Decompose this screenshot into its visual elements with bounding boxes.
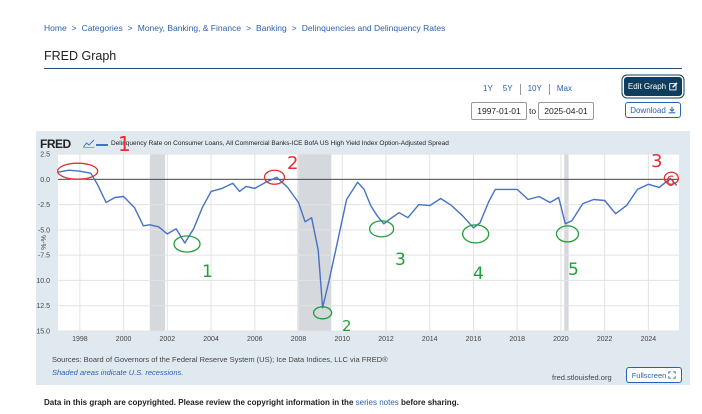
breadcrumb-delinquencies[interactable]: Delinquencies and Delinquency Rates bbox=[301, 23, 446, 33]
end-date-input[interactable] bbox=[538, 102, 594, 120]
x-tick-label: 2010 bbox=[334, 336, 350, 343]
annotation-number: 1 bbox=[118, 132, 131, 156]
y-tick-label: -2.5 bbox=[38, 202, 50, 209]
annotation-number: 2 bbox=[287, 153, 298, 174]
copyright-text: Data in this graph are copyrighted. Plea… bbox=[44, 398, 354, 407]
annotation-number: 3 bbox=[651, 151, 662, 172]
x-tick-label: 2012 bbox=[378, 336, 394, 343]
breadcrumb-separator: > bbox=[127, 23, 133, 33]
range-max[interactable]: Max bbox=[556, 84, 572, 93]
annotation-number: 6 bbox=[666, 174, 675, 190]
y-axis-label: %-% bbox=[41, 235, 48, 250]
x-tick-label: 2008 bbox=[291, 336, 307, 343]
y-tick-label: -10.0 bbox=[36, 278, 50, 285]
x-tick-label: 2006 bbox=[247, 336, 263, 343]
x-tick-label: 2014 bbox=[422, 336, 438, 343]
y-tick-label: 2.5 bbox=[40, 152, 50, 159]
range-5y[interactable]: 5Y bbox=[502, 84, 513, 93]
x-tick-label: 2018 bbox=[509, 336, 525, 343]
x-tick-label: 2022 bbox=[597, 336, 613, 343]
y-tick-label: -7.5 bbox=[38, 253, 50, 260]
download-icon bbox=[668, 106, 675, 114]
sources-note: Sources: Board of Governors of the Feder… bbox=[52, 355, 388, 364]
recession-band bbox=[297, 154, 332, 331]
y-tick-label: -5.0 bbox=[38, 227, 50, 234]
green-annotation-circle bbox=[368, 220, 395, 238]
x-tick-label: 2002 bbox=[160, 336, 176, 343]
breadcrumb-separator: > bbox=[71, 23, 77, 33]
breadcrumb-categories[interactable]: Categories bbox=[81, 23, 123, 33]
annotation-number: 1 bbox=[202, 262, 213, 282]
y-tick-label: -15.0 bbox=[36, 329, 50, 336]
y-tick-label: -12.5 bbox=[36, 303, 50, 310]
edit-graph-label: Edit Graph bbox=[627, 82, 667, 91]
x-tick-label: 2000 bbox=[116, 336, 132, 343]
breadcrumb-home[interactable]: Home bbox=[44, 23, 67, 33]
green-annotation-circle bbox=[461, 224, 490, 244]
x-tick-label: 1998 bbox=[72, 336, 88, 343]
copyright-suffix: before sharing. bbox=[401, 398, 459, 407]
fullscreen-button[interactable]: Fullscreen bbox=[626, 367, 682, 383]
fred-url: fred.stlouisfed.org bbox=[552, 373, 612, 382]
date-range-selector: 1Y 5Y 10Y Max bbox=[478, 84, 577, 95]
page-title: FRED Graph bbox=[44, 49, 117, 63]
x-tick-label: 2016 bbox=[466, 336, 482, 343]
breadcrumb-banking[interactable]: Banking bbox=[256, 23, 287, 33]
y-tick-label: 0.0 bbox=[40, 177, 50, 184]
edit-graph-button[interactable]: Edit Graph bbox=[624, 77, 682, 96]
download-label: Download bbox=[630, 105, 666, 115]
fullscreen-label: Fullscreen bbox=[631, 370, 667, 380]
expand-icon bbox=[668, 371, 676, 379]
breadcrumb-money-banking-finance[interactable]: Money, Banking, & Finance bbox=[137, 23, 242, 33]
fred-logo: FRED bbox=[40, 137, 71, 151]
green-annotation-circle bbox=[173, 235, 201, 253]
red-annotation-circle bbox=[57, 162, 99, 180]
copyright-notice: Data in this graph are copyrighted. Plea… bbox=[44, 398, 459, 407]
to-label: to bbox=[529, 106, 537, 116]
range-divider bbox=[548, 84, 550, 95]
x-tick-label: 2024 bbox=[641, 336, 657, 343]
range-10y[interactable]: 10Y bbox=[527, 84, 542, 93]
legend-label: Delinquency Rate on Consumer Loans, All … bbox=[111, 140, 449, 147]
x-tick-label: 2020 bbox=[553, 336, 569, 343]
chart-panel: FRED Delinquency Rate on Consumer Loans,… bbox=[36, 131, 690, 385]
recession-band bbox=[149, 154, 166, 331]
breadcrumb-separator: > bbox=[246, 23, 252, 33]
annotation-number: 5 bbox=[568, 260, 579, 280]
download-button[interactable]: Download bbox=[625, 102, 681, 118]
red-annotation-circle bbox=[663, 171, 679, 185]
series-line[interactable] bbox=[57, 169, 678, 309]
x-tick-label: 2004 bbox=[203, 336, 219, 343]
line-chart[interactable]: 2.5 0.0 -2.5 -5.0 -7.5 -10.0 -12.5 -15.0 1998 200… bbox=[36, 131, 690, 353]
red-annotation-circle bbox=[263, 169, 286, 185]
range-divider bbox=[519, 84, 521, 95]
annotation-number: 2 bbox=[342, 317, 352, 335]
green-annotation-circle bbox=[312, 306, 333, 320]
green-annotation-circle bbox=[555, 225, 580, 243]
breadcrumb: Home > Categories > Money, Banking, & Financ… bbox=[44, 23, 445, 33]
range-1y[interactable]: 1Y bbox=[483, 84, 493, 93]
annotation-number: 3 bbox=[395, 250, 406, 270]
breadcrumb-separator: > bbox=[291, 23, 297, 33]
line-chart-icon bbox=[83, 139, 95, 148]
start-date-input[interactable] bbox=[471, 102, 527, 120]
legend-swatch bbox=[96, 144, 108, 146]
pencil-square-icon bbox=[669, 82, 678, 91]
recession-note[interactable]: Shaded areas indicate U.S. recessions. bbox=[52, 368, 184, 377]
title-divider bbox=[44, 68, 682, 69]
series-notes-link[interactable]: series notes bbox=[355, 398, 399, 407]
annotation-number: 4 bbox=[473, 264, 484, 284]
